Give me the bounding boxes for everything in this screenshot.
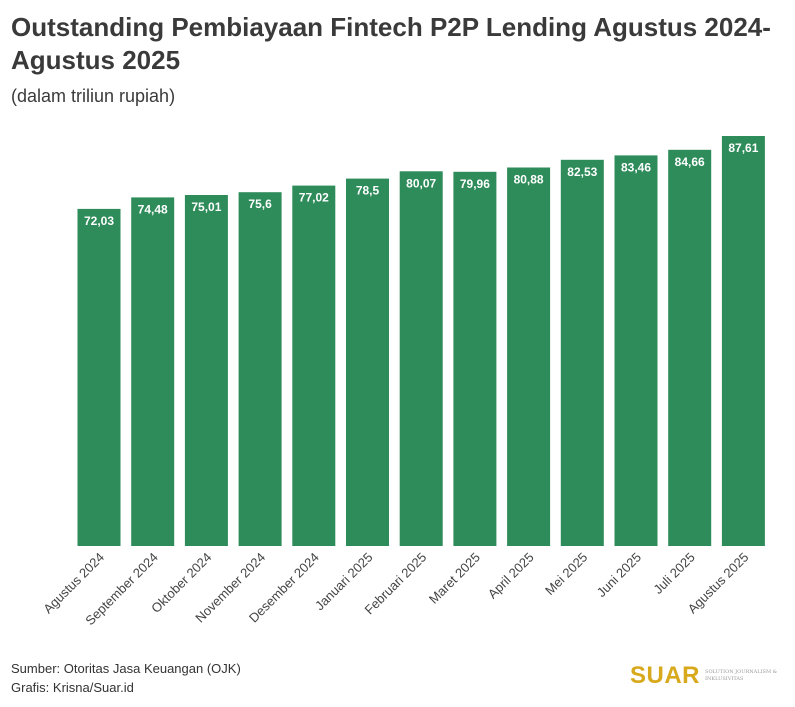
bar-7 (453, 171, 497, 547)
x-tick-label: April 2025 (485, 550, 537, 602)
bar-9 (560, 159, 604, 547)
chart-title: Outstanding Pembiayaan Fintech P2P Lendi… (11, 12, 771, 75)
bar-value-label: 87,61 (728, 141, 758, 155)
bar-value-label: 83,46 (621, 160, 651, 174)
bar-8 (507, 167, 551, 546)
bar-12 (721, 136, 765, 546)
chart-subtitle: (dalam triliun rupiah) (11, 86, 176, 106)
bar-value-label: 79,96 (460, 177, 490, 191)
bar-value-label: 82,53 (567, 165, 597, 179)
logo-tagline: SOLUTION JOURNALISM & INKLUSIVITAS (705, 669, 778, 682)
bar-5 (346, 178, 389, 546)
bar-1 (131, 197, 175, 546)
x-tick-label: Mei 2025 (542, 550, 590, 598)
bar-10 (614, 155, 658, 546)
bar-6 (399, 171, 443, 547)
x-tick-label: Juli 2025 (650, 550, 697, 597)
bar-value-label: 74,48 (138, 202, 168, 216)
bar-value-label: 75,01 (191, 200, 221, 214)
x-tick-label: Juni 2025 (594, 550, 644, 600)
bar-3 (238, 192, 282, 546)
bar-value-label: 72,03 (84, 214, 114, 228)
chart-footer: Sumber: Otoritas Jasa Keuangan (OJK) Gra… (11, 659, 241, 697)
bar-value-label: 75,6 (248, 197, 272, 211)
source-note: Sumber: Otoritas Jasa Keuangan (OJK) (11, 661, 241, 676)
bar-value-label: 84,66 (675, 155, 705, 169)
suar-logo: SUAR SOLUTION JOURNALISM & INKLUSIVITAS (630, 662, 795, 690)
credit-note: Grafis: Krisna/Suar.id (11, 680, 134, 695)
logo-mark: SUAR (630, 662, 701, 689)
bar-2 (184, 195, 228, 546)
bar-value-label: 80,88 (514, 173, 544, 187)
x-tick-label: Maret 2025 (426, 550, 483, 607)
bar-11 (668, 149, 712, 547)
bar-4 (292, 185, 336, 546)
bar-value-label: 77,02 (299, 191, 329, 205)
bar-value-label: 80,07 (406, 176, 436, 190)
bar-value-label: 78,5 (356, 184, 380, 198)
bar-0 (77, 208, 121, 546)
